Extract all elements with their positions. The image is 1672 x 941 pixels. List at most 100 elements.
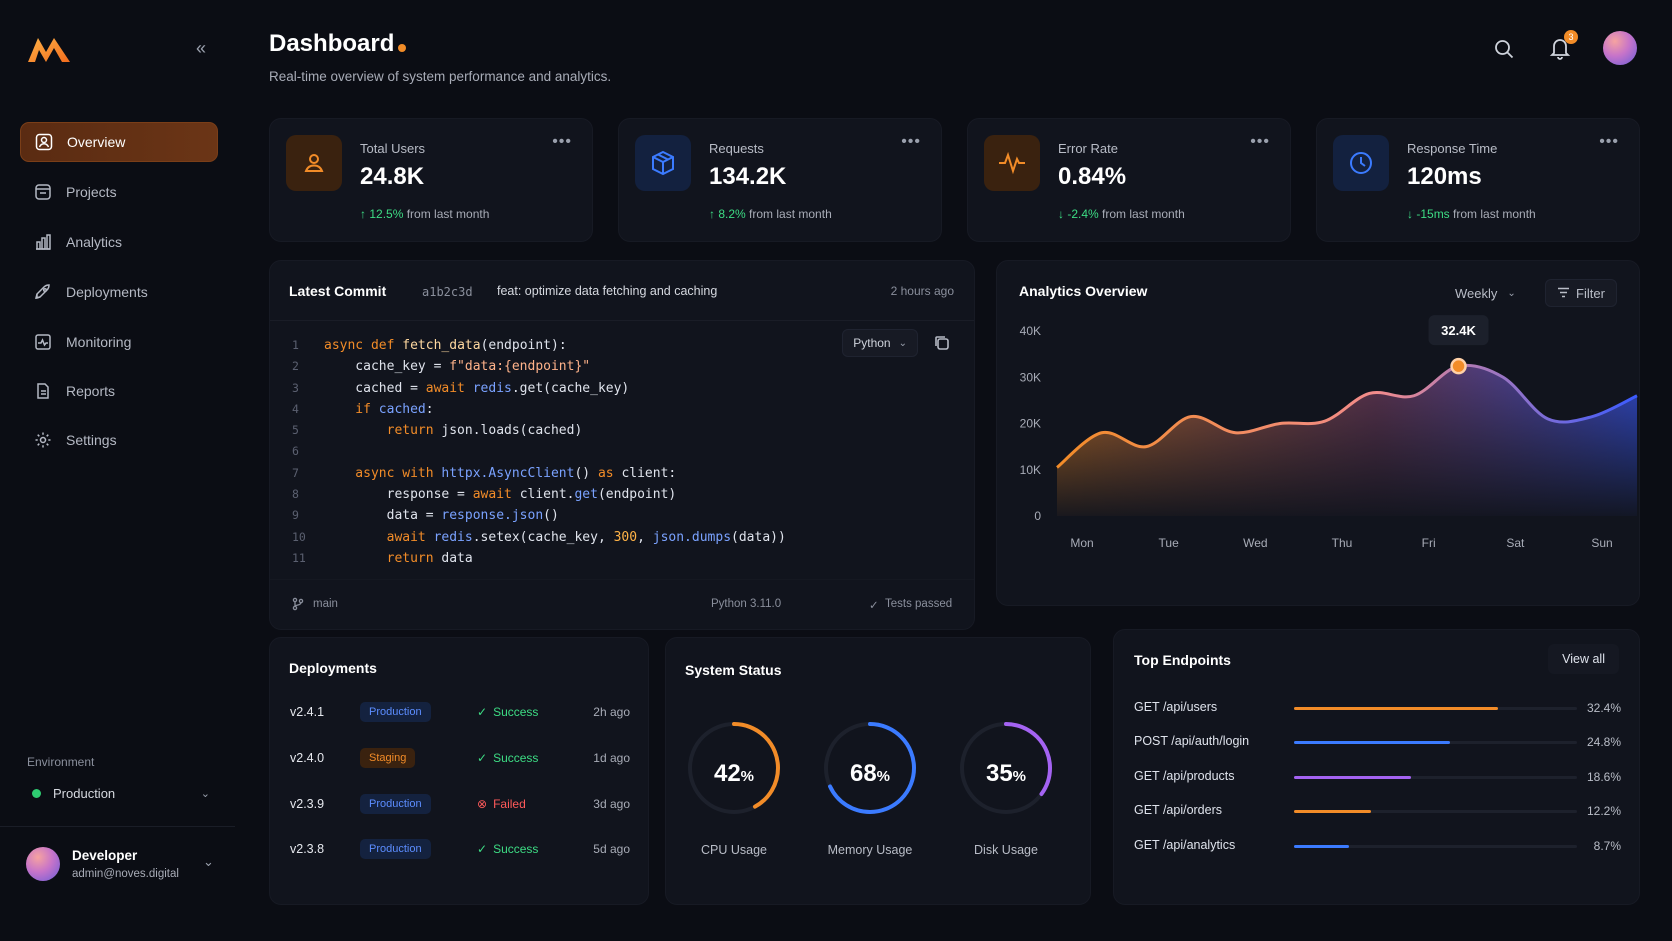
sidebar-item-projects[interactable]: Projects	[20, 172, 218, 212]
deployment-row[interactable]: v2.3.8 Production ✓ Success 5d ago	[290, 837, 630, 861]
endpoint-name: GET /api/products	[1134, 769, 1235, 783]
filter-label: Filter	[1576, 285, 1605, 301]
sidebar-item-label: Reports	[66, 383, 116, 399]
code-line: 7 async with httpx.AsyncClient() as clie…	[292, 463, 786, 484]
user-menu-chevron-icon[interactable]: ⌄	[203, 854, 214, 869]
x-tick-label: Mon	[1070, 536, 1093, 550]
tooltip-value: 32.4K	[1441, 323, 1476, 338]
sidebar-item-monitoring[interactable]: Monitoring	[20, 322, 218, 362]
code-line: 10 await redis .setex(cache_key, 300, jso…	[292, 527, 786, 548]
y-tick-label: 40K	[1020, 324, 1041, 338]
y-tick-label: 30K	[1020, 370, 1041, 384]
environment-label: Environment	[27, 755, 95, 769]
code-line: 4 if cached:	[292, 399, 786, 420]
line-number: 11	[292, 550, 306, 565]
cpu-usage-label: CPU Usage	[701, 843, 767, 857]
sidebar-item-deployments[interactable]: Deployments	[20, 272, 218, 312]
endpoint-bar-track	[1294, 845, 1577, 848]
stat-change-suffix: from last month	[1453, 207, 1536, 221]
endpoint-bar-fill	[1294, 845, 1349, 848]
live-indicator	[398, 44, 406, 52]
sidebar-item-settings[interactable]: Settings	[20, 420, 218, 460]
divider	[0, 826, 235, 827]
line-number: 7	[292, 465, 299, 480]
stat-change-value: 12.5%	[369, 207, 404, 221]
endpoint-row[interactable]: POST /api/auth/login 24.8%	[1134, 732, 1621, 752]
more-options-icon[interactable]: •••	[552, 133, 572, 150]
stat-change-suffix: from last month	[406, 207, 490, 221]
view-all-button[interactable]: View all	[1548, 644, 1619, 674]
branch-name[interactable]: main	[313, 598, 338, 610]
environment-badge: Production	[360, 794, 431, 814]
deployment-time: 5d ago	[593, 842, 630, 856]
endpoint-percent: 24.8%	[1586, 735, 1621, 749]
gauge-arc	[960, 722, 1052, 814]
header-avatar[interactable]	[1603, 31, 1637, 65]
analytics-overview-card: Analytics Overview Weekly ⌄ Filter 40K 30…	[996, 260, 1640, 606]
page-subtitle: Real-time overview of system performance…	[269, 69, 612, 84]
stat-change: ↑ 8.2% from last month	[709, 207, 832, 221]
runtime-version: Python 3.11.0	[711, 598, 782, 610]
stat-card-requests: Requests 134.2K ↑ 8.2% from last month •…	[618, 118, 942, 242]
sidebar-item-analytics[interactable]: Analytics	[20, 222, 218, 262]
app-logo-icon[interactable]	[26, 34, 72, 64]
sidebar-item-overview[interactable]: Overview	[20, 122, 218, 162]
activity-icon	[984, 135, 1040, 191]
deployment-row[interactable]: v2.4.1 Production ✓ Success 2h ago	[290, 700, 630, 724]
endpoint-percent: 32.4%	[1586, 701, 1621, 715]
deployment-row[interactable]: v2.3.9 Production ⊗ Failed 3d ago	[290, 792, 630, 816]
area-fade	[1057, 365, 1637, 516]
system-status-card: System Status 42% 68% 35% CPU Usage Memo…	[665, 637, 1091, 905]
deployment-version: v2.3.9	[290, 797, 325, 811]
environment-badge: Production	[360, 702, 431, 722]
folder-icon	[34, 183, 52, 201]
environment-select[interactable]: Production ⌄	[32, 782, 210, 804]
period-value: Weekly	[1455, 285, 1498, 301]
arrow-down-icon: ↓	[1058, 207, 1068, 221]
code-line: 8 response = await client. get (endpoint)	[292, 484, 786, 505]
deployment-status: ✓ Success	[477, 751, 538, 765]
endpoint-name: GET /api/analytics	[1134, 838, 1236, 852]
period-select[interactable]: Weekly ⌄	[1449, 279, 1521, 307]
endpoint-row[interactable]: GET /api/analytics 8.7%	[1134, 836, 1621, 856]
copy-icon[interactable]	[932, 333, 952, 353]
bell-icon[interactable]	[1549, 36, 1571, 60]
highlight-point[interactable]	[1450, 357, 1467, 375]
line-number: 6	[292, 444, 299, 459]
endpoint-bar-fill	[1294, 810, 1371, 813]
line-number: 4	[292, 401, 299, 416]
environment-value: Production	[53, 785, 116, 801]
y-tick-label: 10K	[1020, 463, 1041, 477]
stat-card-response-time: Response Time 120ms ↓ -15ms from last mo…	[1316, 118, 1640, 242]
status-text: Success	[493, 751, 539, 765]
more-options-icon[interactable]: •••	[1599, 133, 1619, 150]
x-tick-label: Wed	[1243, 536, 1267, 550]
line-number: 3	[292, 380, 299, 395]
endpoint-row[interactable]: GET /api/products 18.6%	[1134, 767, 1621, 787]
endpoint-row[interactable]: GET /api/orders 12.2%	[1134, 801, 1621, 821]
user-name: Developer	[72, 848, 138, 863]
collapse-sidebar-icon[interactable]: «	[196, 38, 207, 58]
sidebar-item-reports[interactable]: Reports	[20, 371, 218, 411]
more-options-icon[interactable]: •••	[1250, 133, 1270, 150]
code-line: 6	[292, 441, 786, 462]
filter-button[interactable]: Filter	[1545, 279, 1617, 307]
language-select[interactable]: Python ⌄	[842, 329, 918, 357]
error-icon: ⊗	[477, 797, 488, 811]
system-status-title: System Status	[685, 662, 782, 678]
line-number: 2	[292, 359, 299, 374]
user-avatar[interactable]	[26, 847, 60, 881]
gauge-arc	[688, 722, 780, 814]
search-icon[interactable]	[1493, 38, 1515, 60]
bar-chart-icon	[34, 233, 52, 251]
stat-change-suffix: from last month	[749, 207, 832, 221]
analytics-area-chart[interactable]: 40K 30K 20K 10K 0 Mon Tue Wed Thu Fri Sat Sun 32.4…	[997, 311, 1641, 601]
more-options-icon[interactable]: •••	[901, 133, 921, 150]
memory-usage-label: Memory Usage	[827, 843, 913, 857]
endpoint-name: GET /api/orders	[1134, 803, 1223, 817]
branch-icon	[292, 597, 304, 614]
status-text: Failed	[493, 797, 526, 811]
deployment-row[interactable]: v2.4.0 Staging ✓ Success 1d ago	[290, 746, 630, 770]
commit-hash[interactable]: a1b2c3d	[422, 285, 473, 299]
endpoint-row[interactable]: GET /api/users 32.4%	[1134, 698, 1621, 718]
